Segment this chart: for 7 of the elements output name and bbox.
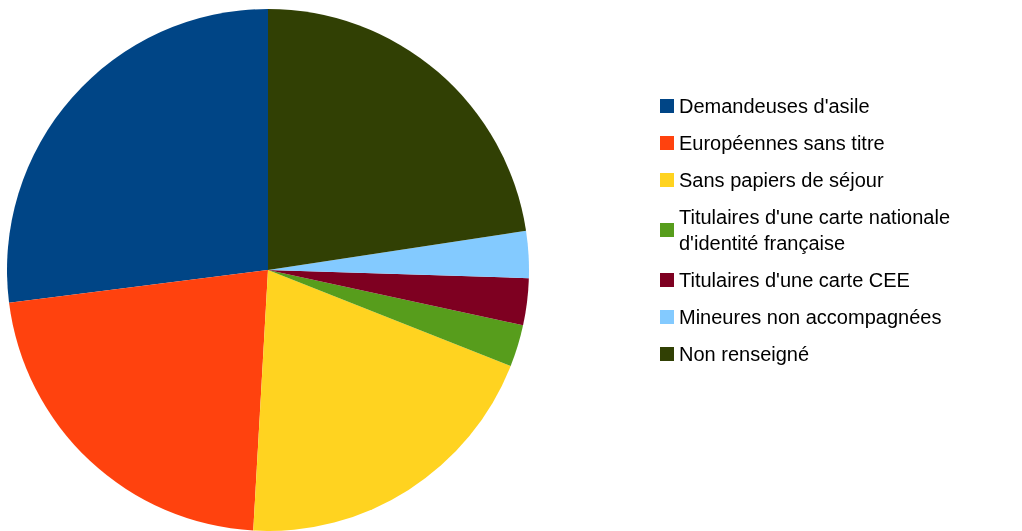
legend-label: Titulaires d'une carte CEE [679,269,910,291]
legend-label: Titulaires d'une carte nationale d'identité française [679,206,956,254]
legend-label: Européennes sans titre [679,132,885,154]
legend-label: Non renseigné [679,343,810,365]
legend-label: Mineures non accompagnées [679,306,942,328]
legend-label: Demandeuses d'asile [679,95,870,117]
legend-label: Sans papiers de séjour [679,169,884,191]
